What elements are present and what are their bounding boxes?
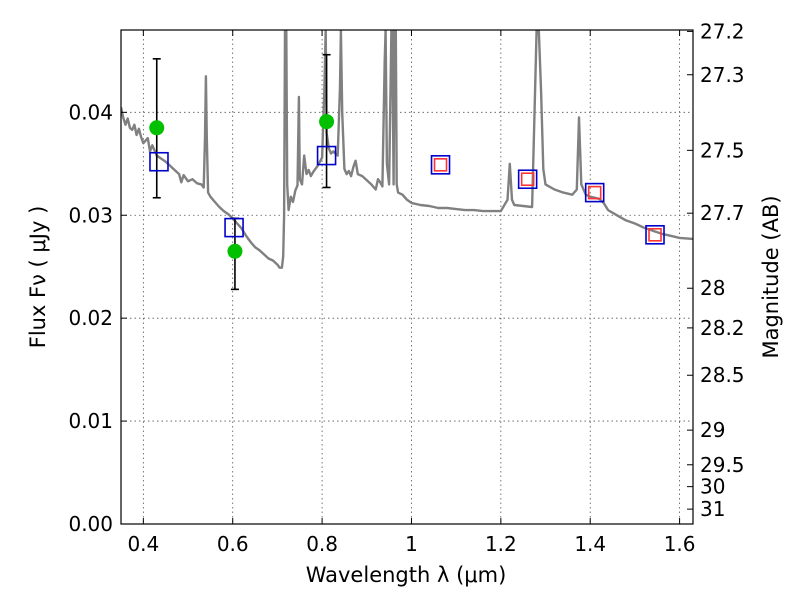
- y-tick-label: 0.03: [68, 203, 113, 227]
- mag-tick-label: 29.5: [700, 453, 745, 477]
- mag-tick-label: 27.2: [700, 19, 745, 43]
- predicted-square: [435, 159, 447, 171]
- mag-tick-label: 28.5: [700, 363, 745, 387]
- x-tick-label: 0.4: [127, 532, 159, 556]
- y-tick-label: 0.04: [68, 100, 113, 124]
- sed-chart: 0.4 0.6 0.8 1 1.2 1.4 1.6 0.00 0.01 0.02 0.03 0.04 2…: [0, 0, 800, 600]
- plot-area: [121, 30, 693, 289]
- x-tick-label: 0.8: [306, 532, 338, 556]
- x-tick-label: 0.6: [217, 532, 249, 556]
- mag-tick-label: 28.2: [700, 316, 745, 340]
- x-tick-label: 1.6: [664, 532, 696, 556]
- observed-point: [149, 120, 164, 135]
- y-axis-label: Flux Fν ( μJy ): [26, 206, 50, 349]
- x-tick-label: 1.2: [485, 532, 517, 556]
- y2-axis-label: Magnitude (AB): [759, 195, 783, 358]
- y-tick-label: 0.02: [68, 306, 113, 330]
- mag-tick-label: 29: [700, 418, 725, 442]
- mag-tick-label: 27.5: [700, 138, 745, 162]
- mag-tick-label: 27.7: [700, 201, 745, 225]
- axis-ticks: 0.4 0.6 0.8 1 1.2 1.4 1.6 0.00 0.01 0.02 0.03 0.04 2…: [68, 19, 744, 556]
- mag-tick-label: 27.3: [700, 63, 745, 87]
- y-tick-label: 0.00: [68, 512, 113, 536]
- x-tick-label: 1: [405, 532, 418, 556]
- x-axis-label: Wavelength λ (μm): [306, 563, 507, 587]
- mag-tick-label: 31: [700, 497, 725, 521]
- spectrum-line: [121, 30, 693, 268]
- x-tick-label: 1.4: [574, 532, 606, 556]
- mag-tick-label: 30: [700, 475, 725, 499]
- mag-tick-label: 28: [700, 276, 725, 300]
- y-tick-label: 0.01: [68, 409, 113, 433]
- observed-point: [319, 114, 334, 129]
- observed-point: [227, 244, 242, 259]
